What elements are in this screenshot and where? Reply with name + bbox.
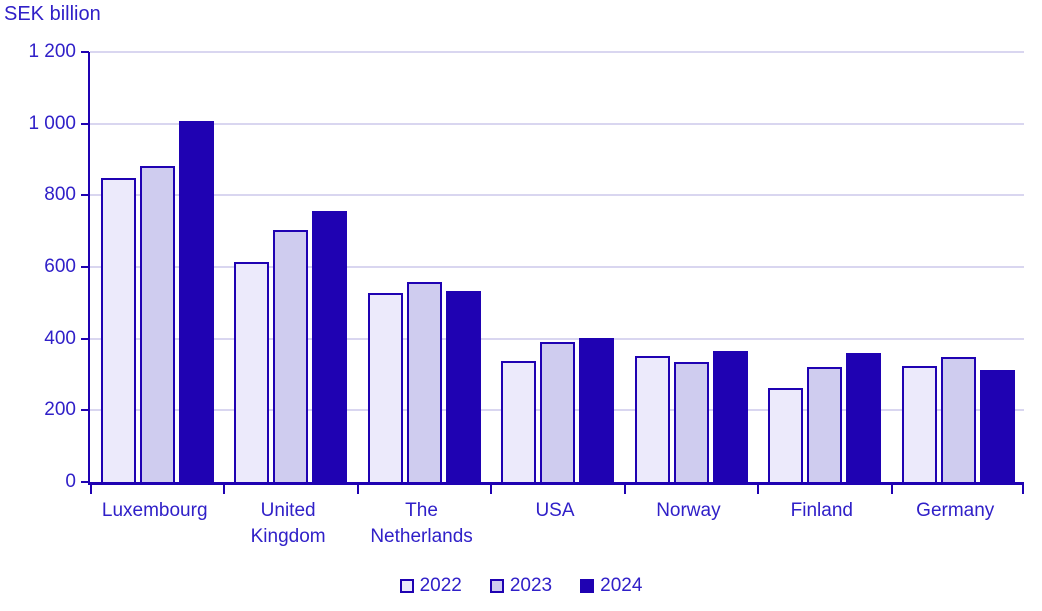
bar-group	[223, 52, 356, 482]
x-axis-tick	[1022, 485, 1024, 494]
y-axis-tick	[81, 266, 89, 268]
bar-2024	[179, 121, 214, 482]
legend-label: 2023	[509, 575, 553, 596]
bar-2024	[445, 291, 481, 482]
bar-2022	[768, 388, 804, 482]
y-axis-tick	[81, 409, 89, 412]
category-label: The Netherlands	[370, 500, 473, 547]
x-axis-tick	[223, 485, 225, 494]
gridline	[90, 337, 1024, 340]
bar-2022	[501, 361, 537, 482]
bar-2022	[901, 366, 937, 482]
legend-swatch	[580, 579, 595, 593]
x-axis-tick	[624, 485, 626, 494]
y-axis-tick-label: 600	[44, 256, 76, 277]
gridline	[90, 194, 1024, 197]
y-axis-tick-label: 1 000	[28, 112, 76, 134]
x-axis-tick	[357, 485, 359, 494]
x-axis-tick	[891, 485, 893, 494]
legend-item: 2023	[489, 575, 553, 596]
bar-2024	[712, 351, 748, 482]
bar-2023	[673, 362, 709, 482]
bar-2022	[101, 178, 136, 482]
category-label: USA	[535, 500, 575, 521]
x-axis-tick	[90, 485, 92, 494]
y-axis-tick	[81, 337, 89, 340]
category-label: Luxembourg	[101, 500, 208, 521]
category-label: Norway	[656, 500, 721, 521]
bar-2023	[140, 166, 175, 482]
legend-label: 2024	[600, 575, 643, 596]
bar-group	[891, 52, 1024, 482]
bar-2022	[367, 293, 403, 482]
bar-group	[357, 52, 490, 482]
bar-2024	[579, 338, 615, 482]
bar-2023	[406, 282, 442, 482]
x-axis-tick	[757, 485, 759, 494]
bar-2022	[234, 262, 270, 482]
bar-group	[757, 52, 890, 482]
legend-item: 2022	[399, 575, 462, 596]
category-label: Germany	[916, 500, 995, 521]
bar-2024	[979, 370, 1015, 482]
y-axis-tick-label: 0	[65, 471, 76, 492]
gridline	[90, 266, 1024, 268]
legend: 2022 2023 2024	[0, 576, 1042, 596]
bar-group	[624, 52, 757, 482]
y-axis-tick-label: 1 200	[28, 41, 76, 62]
chart-title: SEK billion	[4, 3, 101, 25]
x-axis-labels: Luxembourg United Kingdom The Netherlands U…	[88, 498, 1022, 550]
bar-2023	[540, 342, 576, 482]
y-axis-tick	[81, 51, 89, 53]
y-axis-tick	[81, 122, 89, 125]
bar-group	[90, 52, 223, 482]
bar-2022	[634, 356, 670, 482]
gridline	[90, 122, 1024, 125]
legend-label: 2022	[419, 575, 462, 596]
bar-2024	[846, 353, 882, 482]
y-axis-tick	[81, 481, 89, 483]
plot-area	[81, 51, 1024, 494]
bar-group	[490, 52, 623, 482]
gridline	[90, 51, 1024, 53]
x-axis-tick	[490, 485, 492, 494]
legend-item: 2024	[580, 576, 642, 596]
y-axis-tick-label: 400	[44, 327, 76, 349]
y-axis-tick-label: 200	[44, 399, 76, 421]
legend-swatch	[399, 579, 414, 593]
category-label: Finland	[790, 500, 853, 521]
legend-swatch	[489, 579, 504, 593]
bar-2024	[312, 211, 348, 482]
bar-2023	[807, 367, 843, 482]
y-axis-tick	[81, 194, 89, 197]
y-axis-tick-label: 800	[44, 184, 76, 206]
bar-2023	[940, 357, 976, 482]
bar-2023	[273, 230, 309, 482]
category-label: United Kingdom	[250, 500, 326, 547]
